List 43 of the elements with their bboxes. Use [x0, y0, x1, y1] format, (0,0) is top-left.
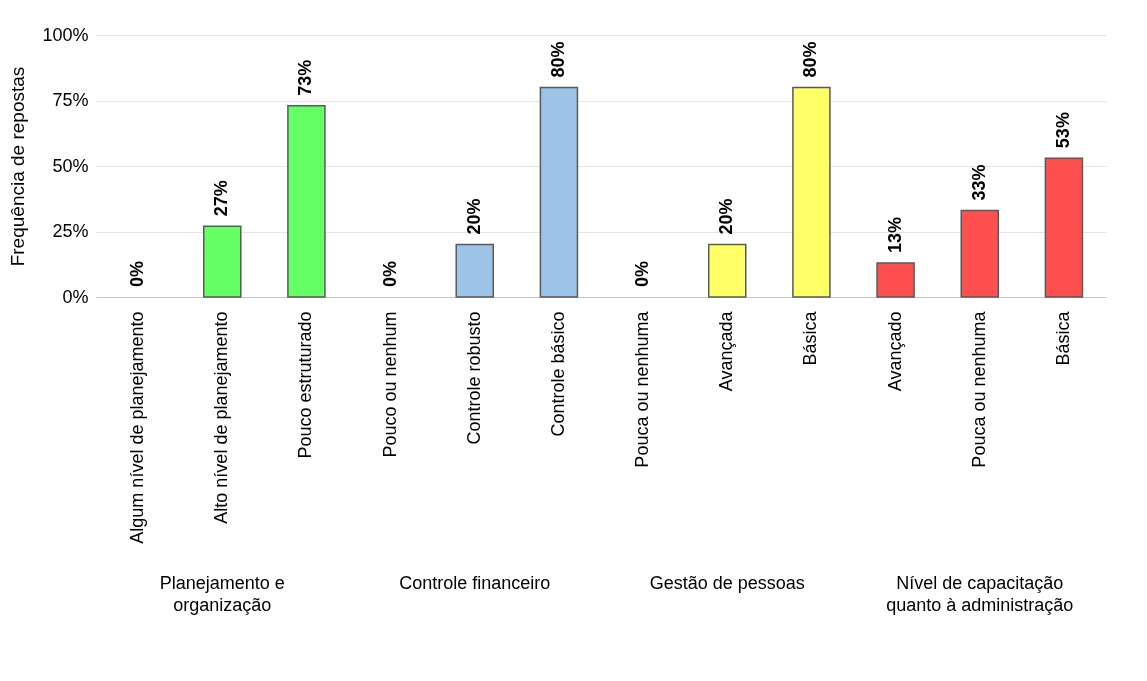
- data-label: 0%: [379, 260, 400, 287]
- x-tick-label: Pouco estruturado: [295, 311, 316, 459]
- x-tick-label: Controle básico: [547, 311, 568, 437]
- data-label: 73%: [295, 59, 316, 96]
- x-tick-label: Alto nível de planejamento: [211, 311, 232, 524]
- bar: [287, 104, 326, 298]
- x-tick-label: Pouca ou nenhuma: [632, 310, 653, 468]
- data-label: 0%: [127, 260, 148, 287]
- bar: [539, 86, 579, 298]
- bar: [876, 262, 915, 298]
- text: Nível de capacitação quanto à administração: [886, 573, 1074, 615]
- x-tick-label: Básica: [800, 310, 821, 366]
- text: Planejamento e organização: [159, 573, 285, 615]
- x-tick-label: Algum nível de planejamento: [127, 311, 148, 544]
- data-label: 13%: [884, 216, 905, 253]
- text: Gestão de pessoas: [649, 573, 805, 593]
- y-tick-label: 50%: [52, 155, 89, 176]
- data-label: 0%: [632, 260, 653, 287]
- data-label: 33%: [968, 164, 989, 201]
- x-tick-label: Pouco ou nenhum: [379, 311, 400, 458]
- y-tick-label: 0%: [62, 286, 89, 307]
- bar: [707, 243, 747, 298]
- data-label: 27%: [211, 180, 232, 217]
- data-label: 53%: [1052, 112, 1073, 149]
- data-label: 80%: [800, 41, 821, 78]
- bar: [792, 86, 831, 298]
- y-tick-label: 25%: [52, 221, 89, 241]
- x-tick-label: Pouca ou nenhuma: [968, 310, 989, 468]
- y-tick-label: 100%: [42, 24, 89, 45]
- bar: [1044, 157, 1084, 298]
- data-label: 20%: [463, 198, 484, 235]
- y-axis-title: Frequência de repostas: [7, 66, 29, 267]
- text: Controle financeiro: [399, 573, 551, 593]
- y-tick-label: 75%: [52, 90, 89, 110]
- x-tick-label: Avançada: [716, 310, 737, 392]
- bar: [960, 209, 1000, 298]
- data-label: 20%: [716, 198, 737, 235]
- bar: [455, 243, 495, 298]
- bar: [202, 225, 242, 298]
- x-tick-label: Básica: [1052, 310, 1073, 366]
- x-tick-label: Avançado: [884, 311, 905, 392]
- x-tick-label: Controle robusto: [463, 311, 484, 445]
- data-label: 80%: [547, 41, 568, 78]
